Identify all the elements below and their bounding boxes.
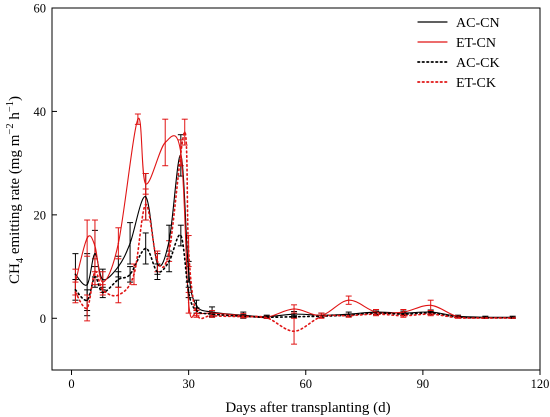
x-tick-label: 0 — [68, 377, 74, 391]
series-line-ac-cn — [74, 154, 514, 318]
data-point-et-ck — [168, 250, 170, 252]
data-point-ac-ck — [402, 313, 405, 315]
data-point-et-ck — [211, 314, 213, 317]
data-point-ac-ck — [293, 315, 295, 318]
y-axis-title: CH4 emitting rate (mg m−2 h−1) — [5, 96, 26, 284]
data-point-et-ck — [117, 294, 120, 296]
plot-frame — [51, 7, 541, 371]
data-point-ac-ck — [156, 270, 159, 273]
legend-label-et-ck: ET-CK — [456, 76, 496, 91]
axis-ticks: 0 30 60 90 120 0 20 40 60 — [34, 2, 550, 392]
data-point-et-ck — [144, 203, 147, 206]
data-point-ac-cn — [86, 283, 88, 286]
data-point-et-ck — [242, 315, 245, 318]
series-line-ac-ck — [74, 234, 514, 319]
data-point-ac-ck — [168, 260, 170, 263]
x-tick-label: 60 — [300, 377, 313, 391]
data-point-ac-ck — [144, 247, 147, 250]
legend-label-ac-ck: AC-CK — [456, 56, 500, 71]
data-point-et-ck — [402, 314, 405, 317]
data-point-ac-cn — [156, 263, 159, 265]
data-point-et-cn — [164, 141, 167, 144]
data-point-et-ck — [347, 314, 350, 317]
data-point-ac-cn — [101, 278, 104, 281]
data-point-et-ck — [183, 131, 186, 133]
legend: AC-CN ET-CN AC-CK ET-CK — [417, 16, 500, 91]
data-point-ac-cn — [117, 265, 120, 268]
x-tick-label: 120 — [531, 377, 550, 391]
data-point-et-cn — [74, 281, 77, 283]
data-point-ac-cn — [168, 239, 170, 242]
data-point-ac-cn — [74, 273, 77, 276]
y-tick-label: 20 — [34, 208, 47, 222]
x-axis-title: Days after transplanting (d) — [225, 400, 390, 416]
data-point-et-ck — [265, 316, 268, 319]
y-tick-label: 60 — [34, 2, 47, 16]
data-point-ac-cn — [94, 252, 96, 255]
data-point-et-cn — [347, 299, 350, 301]
data-point-et-cn — [94, 245, 96, 247]
data-point-ac-ck — [74, 289, 77, 291]
x-tick-label: 30 — [182, 377, 195, 391]
series-lines — [74, 117, 514, 333]
data-point-et-ck — [511, 317, 514, 319]
data-point-ac-cn — [195, 304, 198, 307]
data-point-et-ck — [86, 307, 88, 309]
data-point-et-cn — [429, 304, 432, 307]
data-point-et-cn — [101, 281, 104, 283]
y-tick-label: 0 — [40, 312, 46, 326]
data-point-ac-ck — [211, 313, 213, 315]
data-point-ac-ck — [94, 276, 96, 278]
series-line-et-ck — [74, 131, 514, 333]
data-point-et-ck — [101, 289, 104, 291]
data-point-ac-cn — [293, 313, 295, 315]
data-point-ac-ck — [86, 299, 88, 301]
data-point-et-ck — [94, 270, 96, 273]
legend-label-et-cn: ET-CN — [456, 36, 496, 51]
data-point-et-ck — [293, 330, 295, 333]
data-point-et-cn — [144, 183, 147, 185]
y-tick-label: 40 — [34, 105, 47, 119]
data-point-ac-ck — [117, 278, 120, 281]
series-line-et-cn — [74, 117, 514, 319]
data-point-et-ck — [156, 260, 159, 263]
data-point-ac-ck — [129, 273, 131, 276]
data-point-ac-ck — [187, 291, 190, 294]
data-point-et-ck — [429, 313, 432, 315]
data-point-ac-cn — [187, 270, 190, 273]
data-point-et-ck — [375, 313, 377, 315]
data-point-et-ck — [457, 316, 459, 319]
data-point-et-ck — [484, 317, 487, 319]
data-point-et-ck — [195, 312, 198, 314]
data-point-et-cn — [117, 242, 120, 245]
data-point-et-ck — [320, 315, 323, 318]
data-point-ac-ck — [180, 234, 182, 237]
data-point-et-cn — [402, 311, 405, 313]
data-point-ac-cn — [144, 195, 147, 198]
data-point-ac-ck — [101, 291, 104, 294]
data-point-et-cn — [293, 308, 295, 310]
legend-label-ac-cn: AC-CN — [456, 16, 500, 31]
data-point-et-cn — [86, 237, 88, 239]
x-tick-label: 90 — [417, 377, 430, 391]
data-point-et-cn — [137, 118, 139, 120]
data-point-et-cn — [187, 301, 190, 304]
data-point-et-ck — [74, 291, 77, 294]
data-point-et-ck — [187, 250, 190, 252]
data-point-et-ck — [133, 273, 135, 276]
data-point-ac-cn — [129, 242, 131, 245]
